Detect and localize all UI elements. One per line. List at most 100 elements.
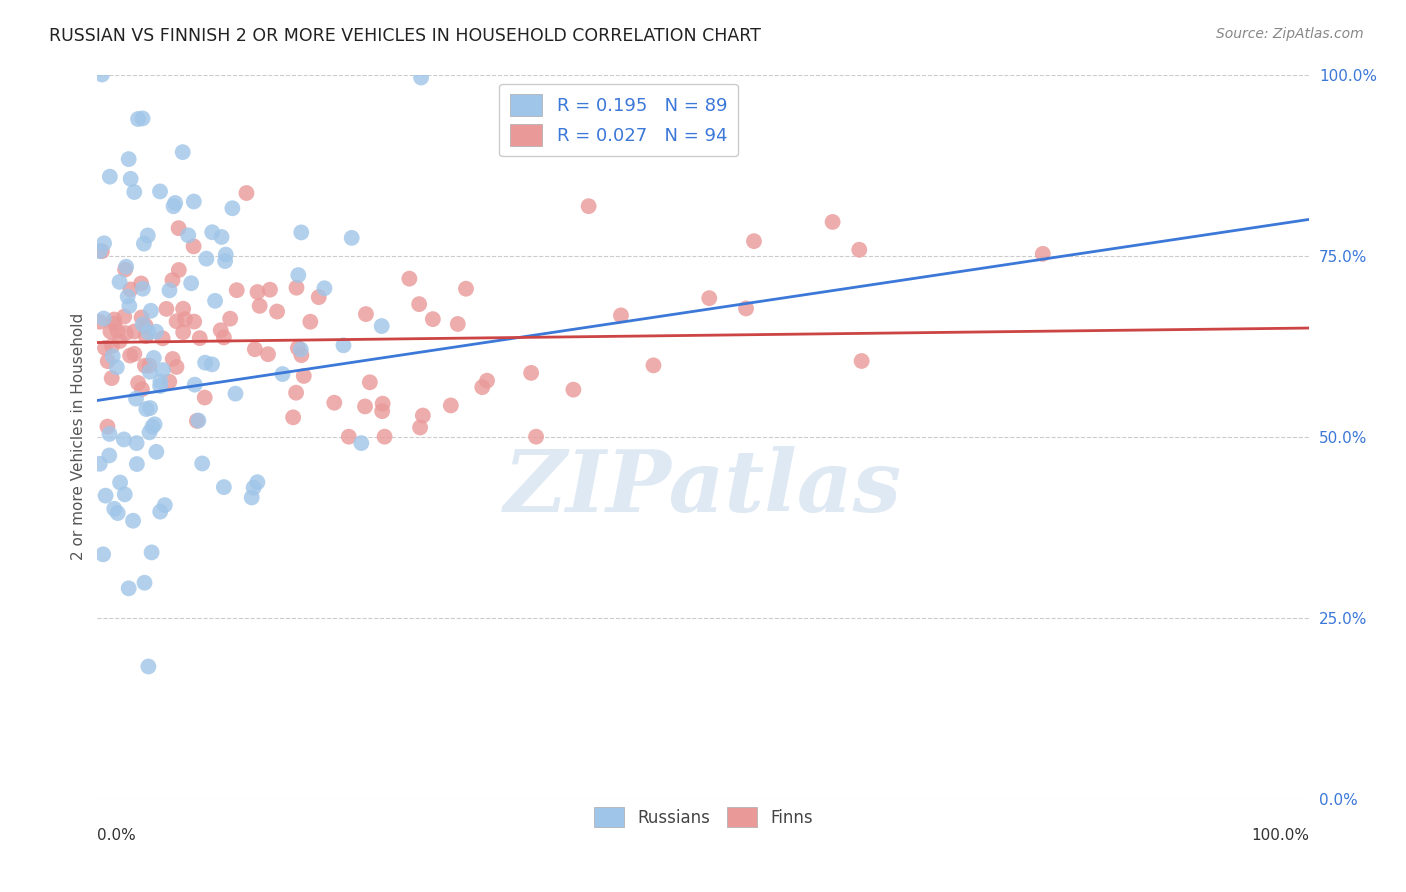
Point (290, 343, 312, 357)
Point (149, 185, 172, 199)
Point (374, 430, 396, 444)
Point (89, 315, 111, 329)
Point (183, 315, 205, 329)
Point (90, 244, 112, 259)
Point (114, 262, 136, 277)
Point (117, 289, 139, 303)
Point (271, 367, 294, 381)
Point (103, 317, 125, 331)
Point (212, 330, 235, 344)
Point (370, 319, 392, 334)
Point (643, 359, 665, 373)
Point (287, 341, 309, 355)
Point (201, 357, 224, 371)
Point (172, 301, 194, 316)
Point (398, 271, 420, 285)
Point (350, 436, 373, 450)
Point (145, 325, 167, 339)
Point (212, 480, 235, 494)
Point (240, 491, 263, 505)
Point (578, 199, 600, 213)
Point (1032, 247, 1054, 261)
Point (127, 112, 149, 126)
Point (194, 391, 217, 405)
Point (94, 489, 117, 503)
Point (135, 318, 157, 333)
Point (134, 359, 156, 373)
Point (562, 383, 585, 397)
Point (332, 338, 354, 352)
Point (697, 291, 720, 305)
Point (821, 215, 844, 229)
Point (141, 419, 163, 434)
Point (118, 299, 141, 313)
Point (103, 501, 125, 516)
Point (851, 354, 873, 368)
Point (299, 315, 322, 329)
Point (93, 311, 115, 326)
Point (125, 457, 148, 471)
Point (108, 475, 131, 490)
Point (180, 277, 202, 291)
Point (100, 371, 122, 385)
Point (186, 414, 208, 428)
Point (103, 312, 125, 326)
Point (112, 433, 135, 447)
Point (138, 359, 160, 373)
Point (114, 326, 136, 340)
Point (129, 277, 152, 291)
Point (177, 228, 200, 243)
Point (285, 385, 308, 400)
Point (285, 281, 308, 295)
Point (166, 314, 188, 328)
Point (125, 392, 148, 406)
Point (172, 325, 194, 339)
Point (149, 379, 172, 393)
Point (259, 283, 281, 297)
Point (132, 236, 155, 251)
Point (204, 293, 226, 308)
Point (125, 436, 148, 450)
Point (166, 359, 188, 374)
Point (221, 201, 243, 215)
Point (354, 307, 377, 321)
Point (131, 382, 153, 396)
Point (195, 252, 218, 266)
Point (107, 324, 129, 338)
Point (138, 425, 160, 440)
Point (340, 231, 363, 245)
Text: RUSSIAN VS FINNISH 2 OR MORE VEHICLES IN HOUSEHOLD CORRELATION CHART: RUSSIAN VS FINNISH 2 OR MORE VEHICLES IN… (49, 27, 761, 45)
Point (257, 347, 280, 361)
Point (174, 312, 197, 326)
Point (112, 310, 135, 324)
Point (101, 339, 124, 353)
Point (134, 575, 156, 590)
Point (98, 449, 121, 463)
Point (136, 228, 159, 243)
Point (359, 376, 381, 390)
Point (412, 409, 434, 423)
Point (131, 112, 153, 126)
Point (152, 363, 174, 377)
Point (194, 356, 217, 370)
Point (219, 311, 242, 326)
Point (214, 254, 236, 268)
Point (371, 397, 394, 411)
Point (447, 317, 470, 331)
Point (422, 312, 444, 326)
Point (91, 547, 114, 561)
Point (98, 169, 121, 184)
Point (246, 475, 269, 490)
Point (141, 545, 163, 559)
Point (201, 225, 224, 239)
Point (162, 273, 184, 287)
Point (167, 263, 190, 277)
Text: 100.0%: 100.0% (1251, 828, 1309, 843)
Point (122, 514, 145, 528)
Point (249, 299, 271, 313)
Point (167, 221, 190, 235)
Point (290, 348, 312, 362)
Point (138, 326, 160, 340)
Point (172, 145, 194, 160)
Point (139, 401, 162, 415)
